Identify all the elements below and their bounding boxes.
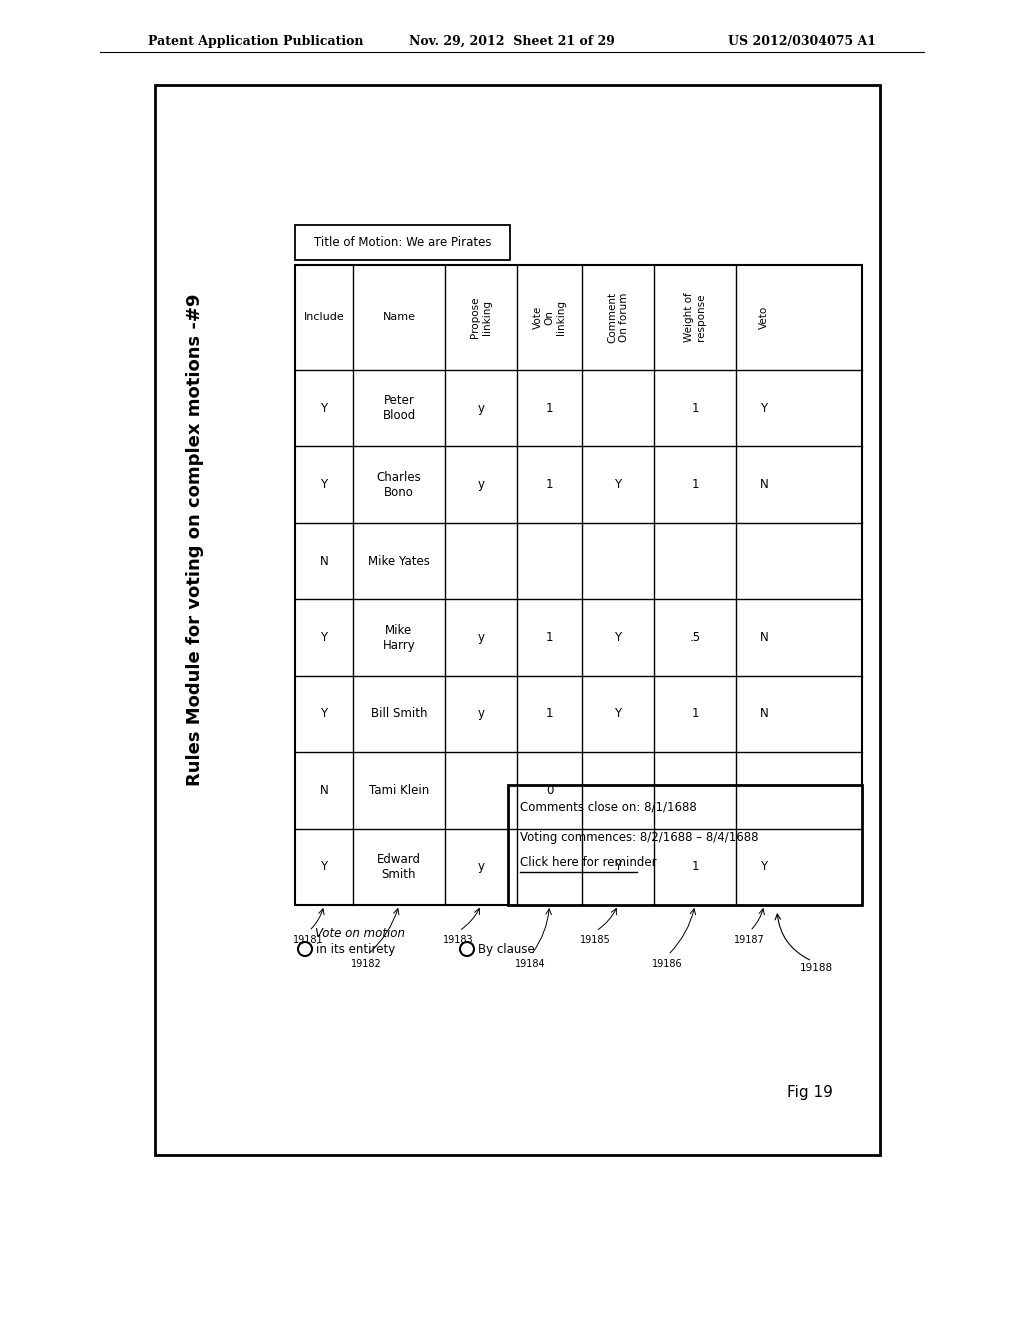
- Text: N: N: [760, 478, 768, 491]
- Text: Mike Yates: Mike Yates: [368, 554, 430, 568]
- Text: Y: Y: [614, 861, 622, 874]
- Text: Y: Y: [321, 401, 328, 414]
- Text: 1: 1: [691, 861, 698, 874]
- Bar: [295, 265, 862, 906]
- Text: N: N: [760, 708, 768, 721]
- Text: Tami Klein: Tami Klein: [369, 784, 429, 797]
- Text: in its entirety: in its entirety: [316, 942, 395, 956]
- Text: Peter
Blood: Peter Blood: [382, 395, 416, 422]
- Text: y: y: [477, 401, 484, 414]
- Text: y: y: [477, 861, 484, 874]
- Bar: [155, 84, 880, 1155]
- Text: Charles
Bono: Charles Bono: [377, 471, 421, 499]
- Text: 19185: 19185: [580, 935, 610, 945]
- Text: .5: .5: [689, 631, 700, 644]
- Text: 1: 1: [546, 631, 553, 644]
- Text: Click here for reminder: Click here for reminder: [520, 857, 656, 870]
- Text: y: y: [477, 708, 484, 721]
- Text: y: y: [477, 478, 484, 491]
- Text: 19187: 19187: [734, 935, 765, 945]
- Text: 0: 0: [546, 784, 553, 797]
- Text: 19186: 19186: [652, 960, 683, 969]
- Text: Weight of
response: Weight of response: [684, 293, 706, 342]
- Text: Y: Y: [614, 708, 622, 721]
- Bar: [295, 224, 510, 260]
- Text: Vote on motion: Vote on motion: [315, 927, 406, 940]
- Text: Comments close on: 8/1/1688: Comments close on: 8/1/1688: [520, 800, 696, 813]
- Text: Veto: Veto: [759, 306, 769, 329]
- Text: Y: Y: [761, 861, 768, 874]
- Text: 19181: 19181: [293, 935, 324, 945]
- Text: Patent Application Publication: Patent Application Publication: [148, 36, 364, 48]
- Text: 1: 1: [546, 708, 553, 721]
- Text: 1: 1: [546, 401, 553, 414]
- Text: Fig 19: Fig 19: [787, 1085, 833, 1100]
- Text: Y: Y: [761, 401, 768, 414]
- Text: 1: 1: [691, 708, 698, 721]
- Text: Y: Y: [614, 631, 622, 644]
- Text: 1: 1: [691, 401, 698, 414]
- Text: Nov. 29, 2012  Sheet 21 of 29: Nov. 29, 2012 Sheet 21 of 29: [409, 36, 615, 48]
- Text: 19188: 19188: [800, 964, 834, 973]
- Text: Y: Y: [321, 478, 328, 491]
- Text: Edward
Smith: Edward Smith: [377, 853, 421, 880]
- Text: Name: Name: [383, 313, 416, 322]
- Text: 19183: 19183: [443, 935, 474, 945]
- Text: 19184: 19184: [515, 960, 546, 969]
- Text: Bill Smith: Bill Smith: [371, 708, 427, 721]
- Text: 1: 1: [546, 478, 553, 491]
- Text: N: N: [319, 784, 329, 797]
- Text: N: N: [319, 554, 329, 568]
- Text: By clause: By clause: [478, 942, 535, 956]
- Text: Rules Module for voting on complex motions -#9: Rules Module for voting on complex motio…: [186, 294, 204, 787]
- Text: Vote
On
linking: Vote On linking: [532, 300, 566, 335]
- Text: Mike
Harry: Mike Harry: [383, 623, 416, 652]
- Text: 19182: 19182: [351, 960, 382, 969]
- Text: US 2012/0304075 A1: US 2012/0304075 A1: [728, 36, 876, 48]
- Text: y: y: [477, 631, 484, 644]
- Text: Y: Y: [321, 708, 328, 721]
- Text: Y: Y: [321, 861, 328, 874]
- Text: Voting commences: 8/2/1688 – 8/4/1688: Voting commences: 8/2/1688 – 8/4/1688: [520, 830, 759, 843]
- Text: Propose
linking: Propose linking: [470, 297, 492, 338]
- Text: 1: 1: [691, 478, 698, 491]
- Text: Y: Y: [614, 478, 622, 491]
- Text: Comment
On forum: Comment On forum: [607, 292, 629, 343]
- Text: Include: Include: [304, 313, 344, 322]
- Text: Y: Y: [321, 631, 328, 644]
- Text: N: N: [760, 631, 768, 644]
- Text: Title of Motion: We are Pirates: Title of Motion: We are Pirates: [313, 236, 492, 249]
- Bar: [508, 785, 862, 906]
